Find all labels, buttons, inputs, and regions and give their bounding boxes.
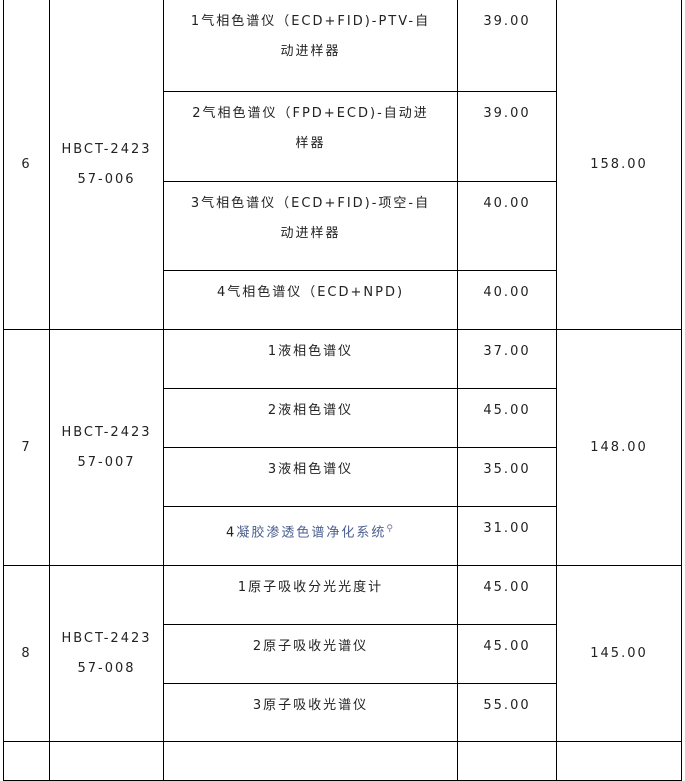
next-row-cell [457, 741, 557, 781]
item-name-cell: 1气相色谱仪（ECD+FID)-PTV-自 动进样器 [163, 0, 458, 92]
item-link[interactable]: 凝胶渗透色谱净化系统 [236, 525, 387, 541]
seq-no-cell: 7 [3, 329, 50, 566]
seq-no-cell: 8 [3, 565, 50, 742]
code-cell: HBCT-2423 57-006 [49, 0, 164, 330]
seq-no: 6 [21, 156, 32, 172]
item-price: 39.00 [483, 106, 531, 121]
item-name-line: 3气相色谱仪（ECD+FID)-项空-自 [190, 196, 431, 211]
item-price: 45.00 [483, 580, 531, 595]
total-cell: 148.00 [556, 329, 682, 566]
total-cell: 158.00 [556, 0, 682, 330]
next-row-cell [556, 741, 682, 781]
item-price: 31.00 [483, 521, 531, 536]
item-price-cell: 39.00 [457, 91, 557, 182]
item-price-cell: 45.00 [457, 388, 557, 448]
total-price: 145.00 [590, 645, 648, 661]
item-name-cell: 3液相色谱仪 [163, 447, 458, 507]
item-name-cell: 1液相色谱仪 [163, 329, 458, 389]
item-price-cell: 37.00 [457, 329, 557, 389]
item-name-cell: 2原子吸收光谱仪 [163, 624, 458, 684]
item-index: 4 [226, 525, 237, 541]
item-price-cell: 31.00 [457, 506, 557, 566]
item-name-line: 1原子吸收分光光度计 [237, 580, 384, 595]
seq-no: 8 [21, 645, 32, 661]
next-row-cell [163, 741, 458, 781]
item-name-line: 4气相色谱仪（ECD+NPD) [216, 285, 405, 300]
item-name-cell: 4气相色谱仪（ECD+NPD) [163, 270, 458, 330]
item-price-cell: 45.00 [457, 565, 557, 625]
item-name-cell: 2液相色谱仪 [163, 388, 458, 448]
code-line: HBCT-2423 [61, 141, 152, 157]
item-name: 4凝胶渗透色谱净化系统⚲ [164, 514, 457, 548]
total-price: 158.00 [590, 156, 648, 172]
code-cell: HBCT-2423 57-007 [49, 329, 164, 566]
item-price: 40.00 [483, 285, 531, 300]
item-name-cell: 2气相色谱仪（FPD+ECD)-自动进 样器 [163, 91, 458, 182]
item-name-cell: 4凝胶渗透色谱净化系统⚲ [163, 506, 458, 566]
item-name-line: 1气相色谱仪（ECD+FID)-PTV-自 [190, 14, 431, 29]
item-price-cell: 35.00 [457, 447, 557, 507]
seq-no: 7 [21, 439, 32, 455]
item-name-line: 动进样器 [280, 44, 341, 59]
item-price: 55.00 [483, 698, 531, 713]
code-cell: HBCT-2423 57-008 [49, 565, 164, 742]
item-price-cell: 40.00 [457, 181, 557, 271]
total-cell: 145.00 [556, 565, 682, 742]
item-price-cell: 40.00 [457, 270, 557, 330]
code-line: 57-007 [77, 454, 136, 470]
item-price: 39.00 [483, 14, 531, 29]
next-row-cell [3, 741, 50, 781]
next-row-cell [49, 741, 164, 781]
item-price: 40.00 [483, 196, 531, 211]
item-price-cell: 39.00 [457, 0, 557, 92]
code-line: 57-008 [77, 660, 136, 676]
item-name-cell: 3原子吸收光谱仪 [163, 683, 458, 742]
search-icon[interactable]: ⚲ [386, 524, 395, 534]
code-line: 57-006 [77, 171, 136, 187]
item-price: 45.00 [483, 639, 531, 654]
code-line: HBCT-2423 [61, 630, 152, 646]
item-name-line: 1液相色谱仪 [267, 344, 354, 359]
code-line: HBCT-2423 [61, 424, 152, 440]
item-price-cell: 45.00 [457, 624, 557, 684]
item-price: 35.00 [483, 462, 531, 477]
item-name-line: 3原子吸收光谱仪 [252, 698, 369, 713]
total-price: 148.00 [590, 439, 648, 455]
item-name-line: 2气相色谱仪（FPD+ECD)-自动进 [192, 106, 429, 121]
item-price: 45.00 [483, 403, 531, 418]
item-price-cell: 55.00 [457, 683, 557, 742]
item-name-line: 2液相色谱仪 [267, 403, 354, 418]
item-name-line: 2原子吸收光谱仪 [252, 639, 369, 654]
item-price: 37.00 [483, 344, 531, 359]
item-name-line: 样器 [295, 136, 326, 151]
item-name-cell: 3气相色谱仪（ECD+FID)-项空-自 动进样器 [163, 181, 458, 271]
item-name-line: 动进样器 [280, 226, 341, 241]
seq-no-cell: 6 [3, 0, 50, 330]
item-name-line: 3液相色谱仪 [267, 462, 354, 477]
item-name-cell: 1原子吸收分光光度计 [163, 565, 458, 625]
